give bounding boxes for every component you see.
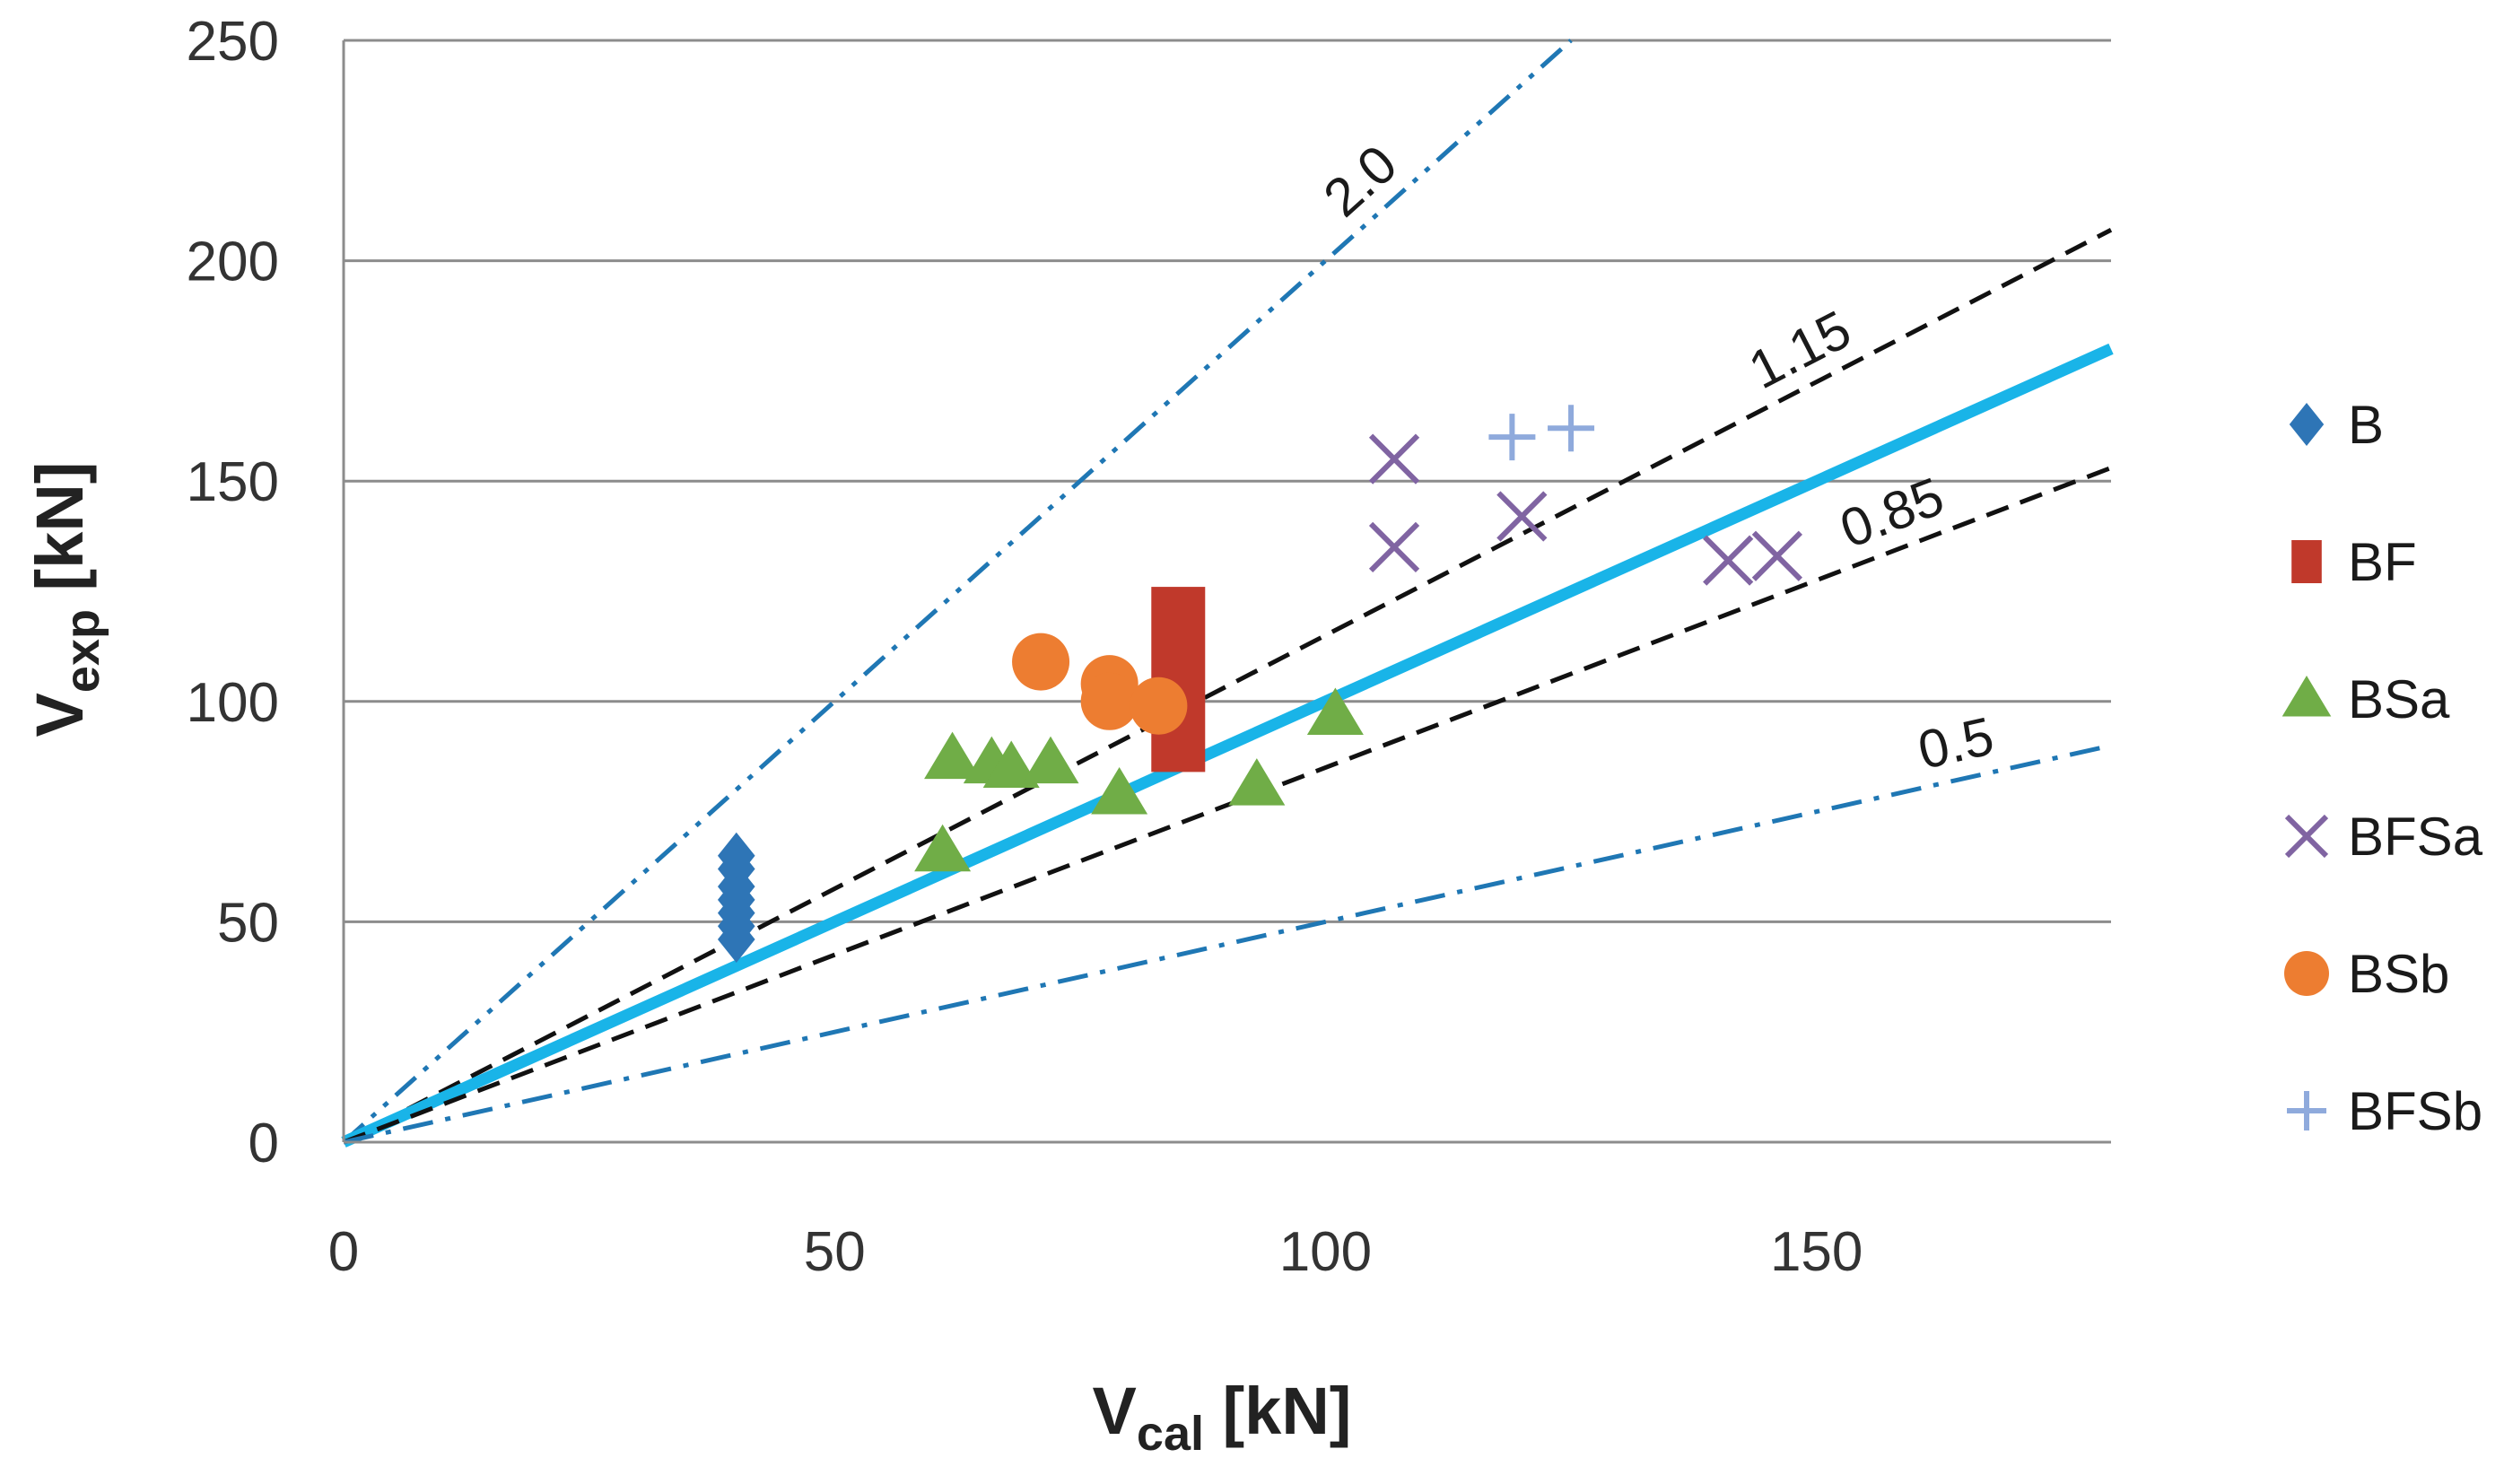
point-bsa-4 <box>1022 736 1079 784</box>
y-tick-label-0: 0 <box>249 1113 279 1174</box>
legend-label-bf: BF <box>2348 532 2417 592</box>
ref-line-0-85 <box>343 466 2112 1145</box>
legend-label-bfsb: BFSb <box>2348 1081 2482 1141</box>
ref-line-label-0-5: 0.5 <box>1913 705 1999 781</box>
point-bfsa-0 <box>1368 433 1420 484</box>
series-bfsa <box>1368 433 1803 586</box>
point-bfsb-0 <box>1488 414 1536 461</box>
legend-item-bf: BF <box>2291 532 2417 592</box>
ref-line-2-0 <box>342 39 1573 1144</box>
x-axis-title-unit: [kN] <box>1204 1374 1351 1448</box>
y-tick-label-50: 50 <box>217 892 279 954</box>
y-tick-label-250: 250 <box>187 11 279 73</box>
reference-line-labels: 2.01.150.850.5 <box>1313 134 1999 781</box>
point-bfsa-3 <box>1703 535 1754 586</box>
y-tick-label-150: 150 <box>187 451 279 513</box>
y-tick-label-100: 100 <box>187 672 279 734</box>
y-axis-title-main: V <box>22 693 97 737</box>
legend-item-b: B <box>2289 395 2384 455</box>
legend-label-bsb: BSb <box>2348 944 2449 1004</box>
x-tick-label-150: 150 <box>1770 1221 1863 1283</box>
x-tick-label-50: 50 <box>804 1221 866 1283</box>
grid <box>344 39 2111 923</box>
y-axis-title-sub: exp <box>56 609 109 693</box>
legend-label-bsa: BSa <box>2348 669 2450 729</box>
ref-line-label-group-1-15: 1.15 <box>1740 299 1861 400</box>
x-tick-label-0: 0 <box>328 1221 359 1283</box>
y-axis-title: Vexp [kN] <box>22 462 109 738</box>
point-bsb-2 <box>1080 672 1139 730</box>
tick-labels: 0 50 100 150 200 250 0 50 100 150 <box>187 11 1863 1283</box>
point-bfsa-1 <box>1368 521 1420 573</box>
y-axis-title-unit: [kN] <box>22 462 97 609</box>
point-bsa-5 <box>1091 766 1148 815</box>
ref-line-label-2-0: 2.0 <box>1313 134 1409 229</box>
axes <box>342 40 2111 1144</box>
legend-marker-bfsa <box>2284 814 2329 859</box>
x-axis-title: Vcal [kN] <box>1093 1374 1352 1461</box>
reference-lines <box>341 39 2114 1148</box>
x-axis-title-sub: cal <box>1137 1407 1204 1461</box>
ref-line-label-1-15: 1.15 <box>1740 299 1861 400</box>
ref-line-0-5 <box>343 743 2112 1145</box>
legend-marker-bfsb <box>2287 1091 2326 1130</box>
legend-label-b: B <box>2348 395 2384 455</box>
x-tick-label-100: 100 <box>1279 1221 1372 1283</box>
ref-line-1-0 <box>341 343 2114 1148</box>
legend-marker-bsb <box>2284 951 2329 996</box>
legend-item-bsa: BSa <box>2282 669 2450 729</box>
legend-label-bfsa: BFSa <box>2348 807 2483 867</box>
legend-item-bsb: BSb <box>2284 944 2449 1004</box>
x-axis-title-main: V <box>1093 1374 1137 1448</box>
legend-item-bfsb: BFSb <box>2287 1081 2482 1141</box>
legend-marker-bf <box>2291 540 2322 583</box>
point-bsa-6 <box>1228 758 1286 806</box>
ref-line-label-group-0-5: 0.5 <box>1913 705 1999 781</box>
point-bfsa-2 <box>1496 491 1548 542</box>
point-bsa-0 <box>914 824 972 872</box>
point-bsb-0 <box>1012 633 1070 691</box>
point-bsa-1 <box>924 731 982 780</box>
point-bsb-3 <box>1130 677 1188 735</box>
legend: B BF BSa BFSa BSb BFSb <box>2282 395 2483 1141</box>
point-bsa-3 <box>982 740 1040 788</box>
series-bsb <box>1012 633 1188 735</box>
ref-line-1-15 <box>342 227 2113 1145</box>
point-bfsa-4 <box>1751 530 1803 581</box>
point-bsa-7 <box>1306 687 1364 736</box>
y-tick-label-200: 200 <box>187 231 279 293</box>
legend-marker-bsa <box>2282 676 2332 717</box>
series-bsa <box>914 687 1364 872</box>
ref-line-label-group-2-0: 2.0 <box>1313 134 1409 229</box>
legend-marker-b <box>2289 403 2325 446</box>
data-points <box>717 405 1803 964</box>
point-b-6 <box>717 916 755 964</box>
series-bfsb <box>1488 405 1595 461</box>
series-b <box>717 832 755 964</box>
legend-item-bfsa: BFSa <box>2284 807 2483 867</box>
point-bfsb-1 <box>1548 405 1595 452</box>
